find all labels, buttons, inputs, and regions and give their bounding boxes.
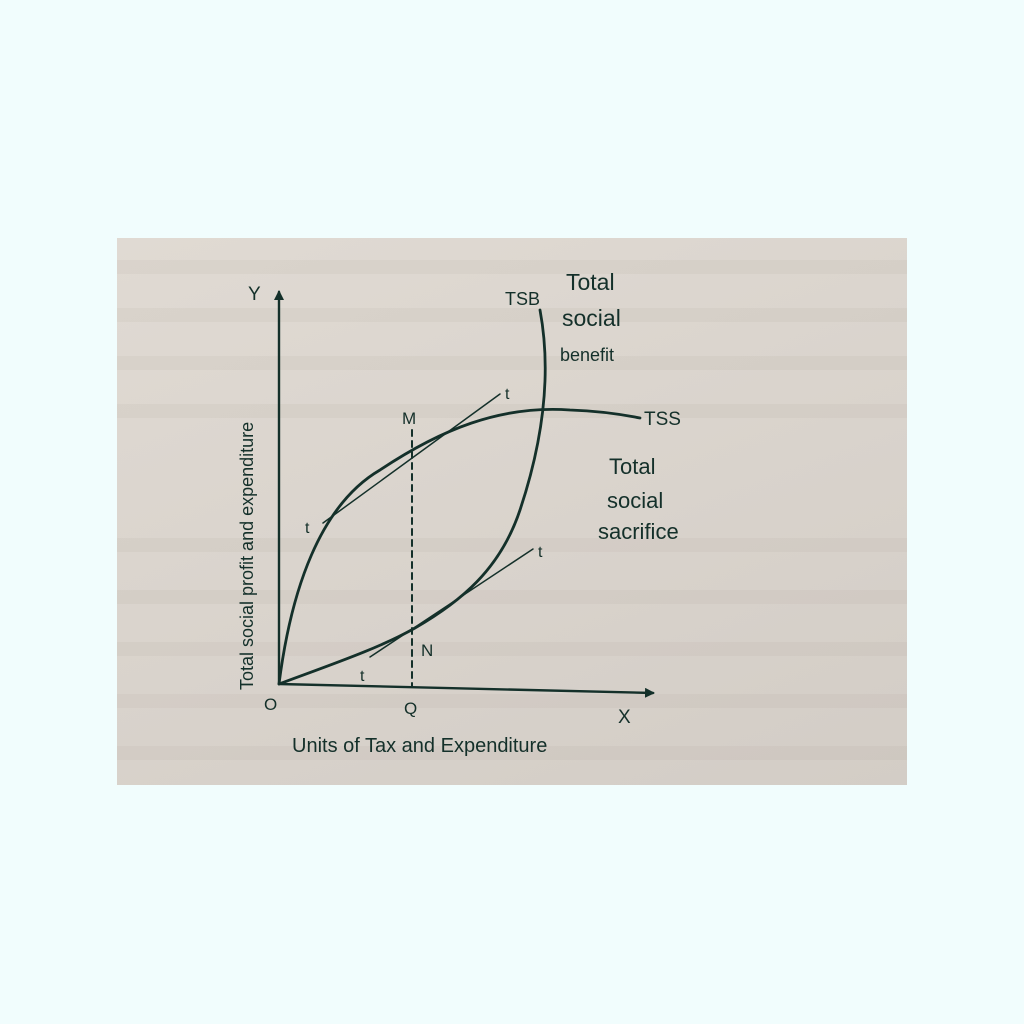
x-axis-title: Units of Tax and Expenditure — [292, 735, 547, 757]
y-axis-letter: Y — [248, 284, 261, 305]
tangent-line-n — [369, 548, 534, 658]
point-q-label: Q — [404, 699, 417, 718]
point-n-label: N — [421, 641, 433, 660]
tss-desc-line3: sacrifice — [598, 519, 679, 544]
tsb-curve — [277, 308, 547, 686]
y-axis-title: Total social profit and expenditure — [237, 422, 257, 690]
tangent-label-lower-left: t — [360, 668, 365, 685]
tsb-abbr-label: TSB — [505, 289, 540, 309]
paper-page — [117, 238, 907, 785]
tss-curve — [277, 407, 642, 686]
x-axis — [277, 682, 655, 698]
point-m-label: M — [402, 409, 416, 428]
tss-abbr-label: TSS — [644, 409, 681, 430]
tss-desc-line1: Total — [609, 454, 655, 479]
tangent-label-upper-left: t — [305, 520, 310, 537]
tsb-desc-line3: benefit — [560, 345, 614, 365]
tss-desc-line2: social — [607, 488, 663, 513]
origin-label: O — [264, 695, 277, 714]
tangent-label-lower-right: t — [538, 544, 543, 561]
tsb-desc-line1: Total — [566, 269, 615, 295]
x-axis-letter: X — [618, 707, 631, 728]
tsb-desc-line2: social — [562, 305, 621, 331]
tangent-label-upper-right: t — [505, 386, 510, 403]
